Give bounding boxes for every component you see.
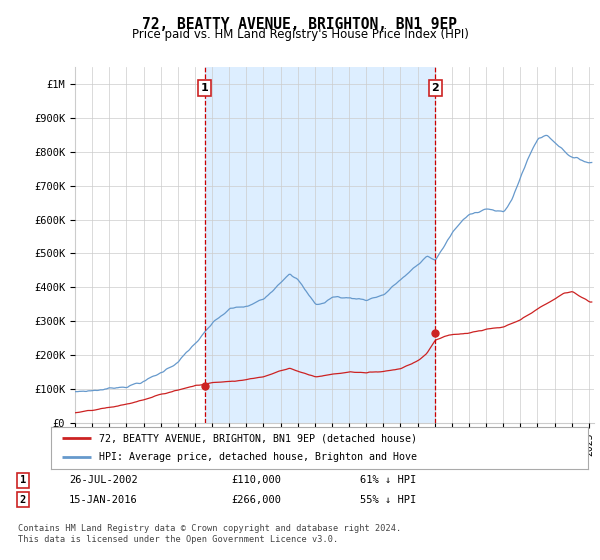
Text: 55% ↓ HPI: 55% ↓ HPI (360, 494, 416, 505)
Text: 2: 2 (20, 494, 26, 505)
Text: 2: 2 (431, 83, 439, 93)
Text: Price paid vs. HM Land Registry's House Price Index (HPI): Price paid vs. HM Land Registry's House … (131, 28, 469, 41)
Text: £266,000: £266,000 (231, 494, 281, 505)
Text: £110,000: £110,000 (231, 475, 281, 486)
Text: 15-JAN-2016: 15-JAN-2016 (69, 494, 138, 505)
Text: Contains HM Land Registry data © Crown copyright and database right 2024.
This d: Contains HM Land Registry data © Crown c… (18, 524, 401, 544)
Text: 72, BEATTY AVENUE, BRIGHTON, BN1 9EP: 72, BEATTY AVENUE, BRIGHTON, BN1 9EP (143, 17, 458, 32)
Text: 1: 1 (201, 83, 209, 93)
Text: 1: 1 (20, 475, 26, 486)
Text: 26-JUL-2002: 26-JUL-2002 (69, 475, 138, 486)
Text: 61% ↓ HPI: 61% ↓ HPI (360, 475, 416, 486)
Text: 72, BEATTY AVENUE, BRIGHTON, BN1 9EP (detached house): 72, BEATTY AVENUE, BRIGHTON, BN1 9EP (de… (100, 433, 418, 444)
Bar (205, 67, 436, 423)
Text: HPI: Average price, detached house, Brighton and Hove: HPI: Average price, detached house, Brig… (100, 452, 418, 462)
